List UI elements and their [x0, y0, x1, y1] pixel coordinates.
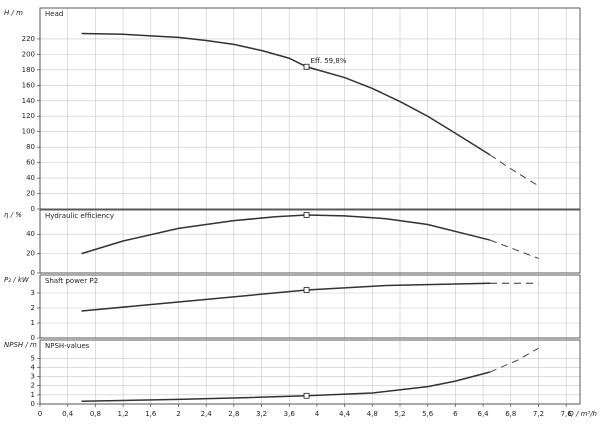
legend-label: Hydraulic efficiency [45, 212, 114, 220]
y-tick-label: 180 [22, 66, 35, 74]
curve [81, 371, 491, 403]
x-tick-label: 7,6 [561, 410, 573, 418]
y-tick-label: 140 [22, 97, 35, 105]
y-tick-label: 40 [26, 174, 35, 182]
x-tick-label: 4,4 [339, 410, 351, 418]
x-tick-label: 2,4 [201, 410, 213, 418]
panel-frame [39, 274, 581, 339]
x-tick-label: 6 [453, 410, 458, 418]
y-tick-label: 0 [31, 400, 35, 408]
x-tick-label: 0 [38, 410, 42, 418]
x-tick-label: 0,8 [90, 410, 101, 418]
y-tick-label: 100 [22, 128, 35, 136]
x-tick-label: 2,8 [228, 410, 239, 418]
x-tick-label: 0,4 [62, 410, 74, 418]
x-axis-label: Q / m³/h [568, 410, 597, 418]
y-tick-label: 2 [31, 304, 35, 312]
duty-point [303, 212, 310, 218]
annotation: Eff. 59,8% [311, 57, 347, 65]
x-tick-label: 1,6 [145, 410, 157, 418]
legend-label: Head [45, 10, 63, 18]
curve [489, 347, 539, 373]
x-tick-label: 5,2 [394, 410, 405, 418]
y-tick-label: 5 [31, 354, 35, 362]
legend-label: NPSH-values [45, 342, 90, 350]
duty-point [303, 287, 310, 293]
y-axis-label: H / m [4, 9, 23, 17]
y-tick-label: 200 [22, 50, 35, 58]
y-tick-label: 0 [31, 334, 35, 342]
panel-frame [39, 7, 581, 210]
x-tick-label: 5,6 [422, 410, 434, 418]
y-axis-label: NPSH / m [4, 341, 37, 349]
y-tick-label: 20 [26, 190, 35, 198]
curve [81, 282, 491, 312]
x-tick-label: 1,2 [118, 410, 129, 418]
y-tick-label: 80 [26, 143, 35, 151]
y-tick-label: 4 [31, 363, 36, 371]
curve [489, 154, 539, 187]
panel-frame [39, 209, 581, 274]
y-tick-label: 1 [31, 319, 35, 327]
y-axis-label: P₂ / kW [4, 276, 30, 284]
duty-point [303, 63, 310, 70]
legend-label: Shaft power P2 [45, 277, 98, 285]
x-tick-label: 4,8 [367, 410, 378, 418]
x-tick-label: 3,6 [284, 410, 296, 418]
curve [489, 239, 539, 259]
duty-point [303, 392, 310, 399]
y-tick-label: 2 [31, 382, 35, 390]
y-tick-label: 160 [22, 81, 35, 89]
y-tick-label: 120 [22, 112, 35, 120]
x-tick-label: 7,2 [533, 410, 544, 418]
y-tick-label: 1 [31, 391, 35, 399]
x-tick-label: 6,8 [505, 410, 516, 418]
y-tick-label: 3 [31, 289, 35, 297]
panel-frame [39, 339, 581, 405]
y-tick-label: 220 [22, 35, 35, 43]
y-tick-label: 60 [26, 159, 35, 167]
curve [81, 214, 491, 255]
curve [81, 32, 491, 156]
y-axis-label: η / % [4, 211, 22, 219]
x-tick-label: 4 [315, 410, 320, 418]
x-tick-label: 2 [176, 410, 180, 418]
x-tick-label: 6,4 [478, 410, 490, 418]
y-tick-label: 40 [26, 230, 35, 238]
x-tick-label: 3,2 [256, 410, 267, 418]
y-tick-label: 0 [31, 205, 35, 213]
y-tick-label: 3 [31, 373, 35, 381]
y-tick-label: 20 [26, 250, 35, 258]
y-tick-label: 0 [31, 269, 35, 277]
